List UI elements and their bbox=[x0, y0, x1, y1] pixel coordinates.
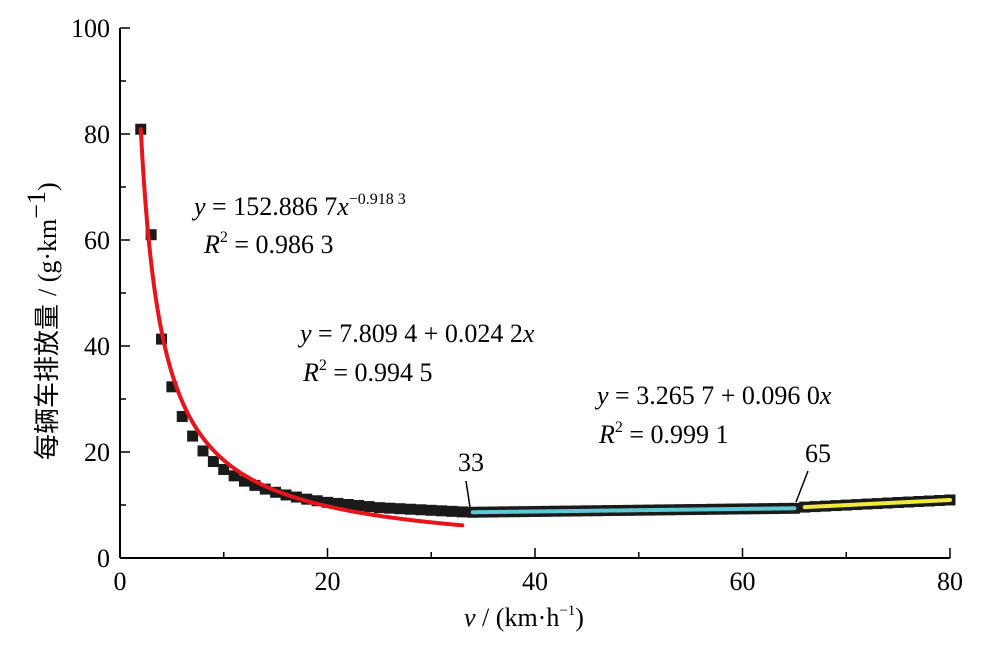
data-point bbox=[456, 506, 468, 518]
data-point bbox=[187, 430, 199, 442]
y-tick-label: 80 bbox=[84, 120, 110, 149]
eq1-r-sup: 2 bbox=[220, 229, 228, 246]
data-point bbox=[436, 505, 448, 517]
data-point bbox=[311, 495, 323, 507]
data-point bbox=[353, 500, 365, 512]
equation-2: y = 7.809 4 + 0.024 2x R2 = 0.994 5 bbox=[297, 319, 535, 387]
data-point bbox=[384, 502, 396, 514]
breakpoint-65: 65 bbox=[795, 439, 831, 503]
data-point bbox=[322, 496, 333, 508]
breakpoint-65-leader bbox=[795, 470, 809, 503]
data-point bbox=[446, 505, 458, 517]
fit-line-1 bbox=[138, 127, 465, 528]
fit-line-3 bbox=[802, 497, 952, 510]
x-tick-label: 40 bbox=[522, 567, 548, 596]
data-point bbox=[239, 475, 250, 487]
eq2-r: R bbox=[302, 358, 319, 387]
fit-lines bbox=[138, 127, 952, 528]
eq3-r-sup: 2 bbox=[615, 419, 623, 436]
eq1-exponent: −0.918 3 bbox=[349, 191, 406, 208]
eq3-r: R bbox=[598, 420, 615, 449]
eq2-x: x bbox=[522, 319, 535, 348]
breakpoint-33-leader bbox=[465, 480, 471, 508]
x-tick-label: 80 bbox=[937, 567, 963, 596]
data-point bbox=[176, 410, 188, 422]
x-tick-label: 20 bbox=[315, 567, 341, 596]
data-point bbox=[166, 381, 178, 393]
fit-line-2 bbox=[470, 506, 797, 515]
data-point bbox=[332, 497, 344, 509]
svg-text:y = 7.809 4 + 0.024 2x: y = 7.809 4 + 0.024 2x bbox=[297, 319, 535, 348]
data-point bbox=[259, 483, 271, 495]
equation-1: y = 152.886 7x−0.918 3 R2 = 0.986 3 bbox=[191, 191, 406, 259]
data-point bbox=[228, 470, 240, 482]
data-point bbox=[425, 504, 437, 516]
breakpoint-65-label: 65 bbox=[805, 439, 831, 468]
data-points bbox=[135, 123, 956, 518]
data-point bbox=[415, 504, 427, 516]
data-point bbox=[394, 503, 406, 515]
data-point bbox=[342, 498, 354, 510]
svg-text:y = 3.265 7 + 0.096 0x: y = 3.265 7 + 0.096 0x bbox=[594, 381, 832, 410]
data-point bbox=[249, 479, 261, 491]
eq3-x: x bbox=[819, 381, 832, 410]
y-axis-title: 每辆车排放量/ (g·km−1) bbox=[22, 182, 63, 460]
eq3-body: = 3.265 7 + 0.096 0 bbox=[609, 381, 820, 410]
equation-3: y = 3.265 7 + 0.096 0x R2 = 0.999 1 bbox=[594, 381, 832, 449]
y-tick-label: 100 bbox=[71, 14, 110, 43]
eq2-r-value: = 0.994 5 bbox=[327, 358, 433, 387]
eq1-y: y bbox=[191, 192, 206, 221]
data-point bbox=[373, 502, 385, 514]
svg-text:R2 = 0.994 5: R2 = 0.994 5 bbox=[302, 357, 433, 387]
eq1-r-value: = 0.986 3 bbox=[228, 230, 334, 259]
eq2-body: = 7.809 4 + 0.024 2 bbox=[312, 319, 523, 348]
y-tick-label: 20 bbox=[84, 438, 110, 467]
x-ticks: 0 20 40 60 80 bbox=[114, 548, 963, 596]
data-point bbox=[197, 445, 209, 457]
x-tick-label: 0 bbox=[114, 567, 127, 596]
eq2-y: y bbox=[297, 319, 312, 348]
y-ticks: 0 20 40 60 80 100 bbox=[71, 14, 130, 573]
data-point bbox=[207, 456, 219, 468]
eq3-y: y bbox=[594, 381, 609, 410]
svg-text:y = 152.886 7x−0.918 3: y = 152.886 7x−0.918 3 bbox=[191, 191, 406, 221]
y-tick-label: 0 bbox=[97, 544, 110, 573]
eq1-x: x bbox=[336, 192, 349, 221]
svg-text:R2 = 0.986 3: R2 = 0.986 3 bbox=[203, 229, 334, 259]
x-axis-title: v / (km·h−1) bbox=[464, 603, 584, 632]
data-point bbox=[405, 503, 416, 515]
data-point bbox=[218, 463, 230, 475]
x-tick-label: 60 bbox=[730, 567, 756, 596]
breakpoint-33-label: 33 bbox=[458, 448, 484, 477]
eq3-r-value: = 0.999 1 bbox=[623, 420, 729, 449]
eq1-r: R bbox=[203, 230, 220, 259]
eq2-r-sup: 2 bbox=[319, 357, 327, 374]
y-tick-label: 40 bbox=[84, 332, 110, 361]
svg-text:R2 = 0.999 1: R2 = 0.999 1 bbox=[598, 419, 729, 449]
data-point bbox=[363, 501, 375, 513]
breakpoint-33: 33 bbox=[458, 448, 484, 508]
eq1-body: = 152.886 7 bbox=[206, 192, 338, 221]
data-point bbox=[145, 229, 157, 241]
y-tick-label: 60 bbox=[84, 226, 110, 255]
